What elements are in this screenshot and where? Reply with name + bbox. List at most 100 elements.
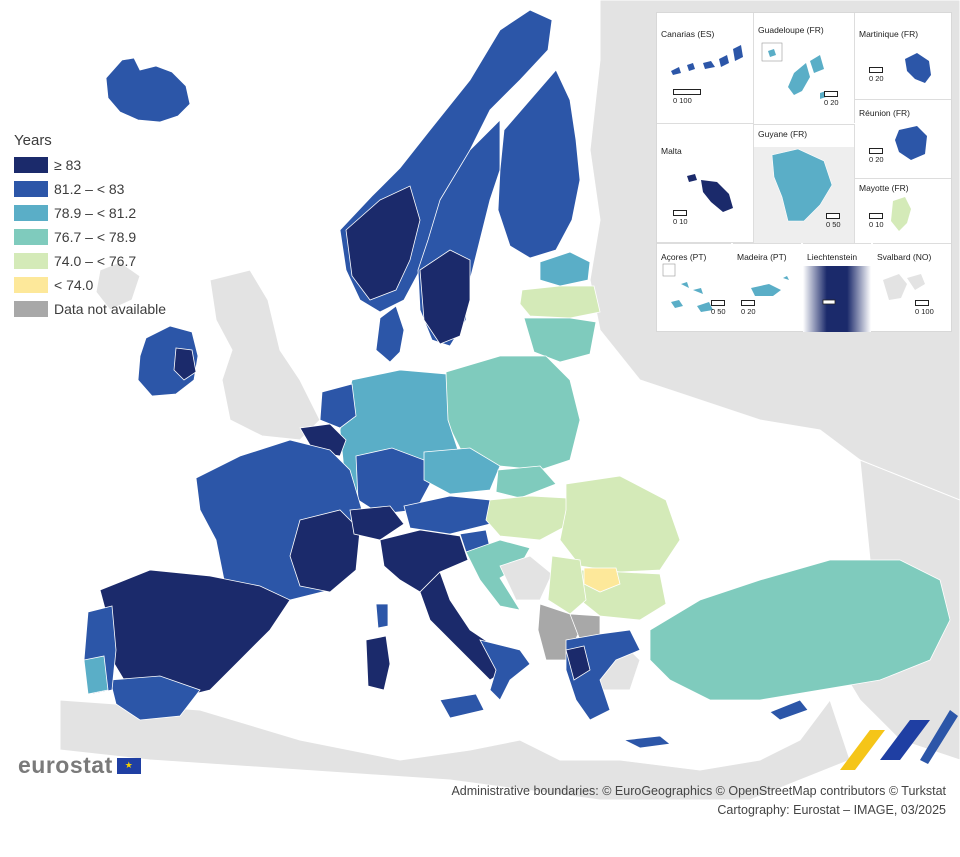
inset-mayotte: Mayotte (FR) 0 10 bbox=[855, 179, 951, 242]
scale-label: 0 10 bbox=[673, 217, 688, 226]
region-crete[interactable] bbox=[622, 735, 671, 749]
scale-bar: 0 100 bbox=[673, 89, 701, 105]
inset-reunion: Réunion (FR) 0 20 bbox=[855, 100, 951, 179]
scale-bar: 0 10 bbox=[869, 213, 884, 229]
inset-panel: Canarias (ES) 0 100 Guadeloupe (FR) 0 20… bbox=[656, 12, 952, 332]
inset-map bbox=[687, 174, 733, 212]
region-germany-south[interactable] bbox=[355, 447, 431, 515]
region-spain-south[interactable] bbox=[109, 675, 201, 721]
region-latvia[interactable] bbox=[519, 285, 601, 319]
region-italy-south[interactable] bbox=[479, 639, 531, 701]
region-lithuania[interactable] bbox=[523, 317, 597, 363]
scale-label: 0 100 bbox=[673, 96, 692, 105]
region-hungary[interactable] bbox=[485, 495, 571, 541]
inset-title: Açores (PT) bbox=[661, 252, 707, 262]
region-bulgaria-nw[interactable] bbox=[583, 567, 621, 593]
region-norway-south[interactable] bbox=[345, 185, 421, 301]
legend-item: 76.7 – < 78.9 bbox=[14, 225, 166, 249]
inset-martinique: Martinique (FR) 0 20 bbox=[855, 13, 951, 100]
eurostat-logo: eurostat ★ bbox=[18, 752, 141, 779]
region-ireland-east[interactable] bbox=[173, 347, 197, 381]
legend-label: 74.0 – < 76.7 bbox=[54, 253, 137, 269]
region-poland[interactable] bbox=[445, 355, 581, 471]
legend-swatch bbox=[14, 229, 48, 245]
inset-canarias: Canarias (ES) 0 100 bbox=[657, 13, 754, 124]
inset-map bbox=[803, 266, 871, 332]
region-portugal-south[interactable] bbox=[83, 655, 109, 695]
inset-title: Guadeloupe (FR) bbox=[758, 25, 824, 35]
legend: Years ≥ 83 81.2 – < 83 78.9 – < 81.2 76.… bbox=[14, 132, 166, 321]
inset-title: Martinique (FR) bbox=[859, 29, 919, 39]
legend-swatch bbox=[14, 277, 48, 293]
legend-item: Data not available bbox=[14, 297, 166, 321]
inset-map bbox=[751, 276, 789, 296]
region-iceland[interactable] bbox=[105, 57, 191, 123]
scale-bar: 0 20 bbox=[824, 91, 839, 107]
region-denmark[interactable] bbox=[375, 305, 405, 363]
region-bosnia[interactable] bbox=[499, 555, 553, 601]
scale-label: 0 10 bbox=[869, 220, 884, 229]
inset-title: Mayotte (FR) bbox=[859, 183, 909, 193]
region-serbia[interactable] bbox=[547, 555, 587, 615]
inset-map bbox=[671, 45, 743, 75]
legend-item: ≥ 83 bbox=[14, 153, 166, 177]
region-czechia[interactable] bbox=[423, 447, 501, 495]
inset-map bbox=[883, 274, 925, 300]
inset-map bbox=[905, 53, 931, 83]
inset-guyane: Guyane (FR) 0 50 bbox=[754, 124, 855, 243]
legend-item: < 74.0 bbox=[14, 273, 166, 297]
legend-swatch bbox=[14, 181, 48, 197]
scale-bar: 0 50 bbox=[826, 213, 841, 229]
region-netherlands[interactable] bbox=[319, 383, 357, 429]
scale-label: 0 20 bbox=[869, 74, 884, 83]
region-sweden-south[interactable] bbox=[419, 249, 471, 345]
legend-label: < 74.0 bbox=[54, 277, 94, 293]
eu-flag-icon: ★ bbox=[116, 757, 141, 774]
region-slovakia[interactable] bbox=[495, 465, 557, 499]
inset-title: Liechtenstein bbox=[807, 252, 858, 262]
legend-swatch bbox=[14, 157, 48, 173]
region-croatia[interactable] bbox=[465, 539, 531, 611]
inset-madeira: Madeira (PT) 0 20 bbox=[733, 243, 801, 332]
region-switzerland[interactable] bbox=[349, 505, 405, 541]
scale-label: 0 20 bbox=[869, 155, 884, 164]
region-france-south[interactable] bbox=[289, 509, 361, 593]
legend-swatch bbox=[14, 205, 48, 221]
region-sicily[interactable] bbox=[439, 693, 485, 719]
scale-bar: 0 10 bbox=[673, 210, 688, 226]
scale-bar: 0 20 bbox=[741, 300, 756, 316]
legend-label: 81.2 – < 83 bbox=[54, 181, 125, 197]
scale-label: 0 20 bbox=[741, 307, 756, 316]
region-cyprus[interactable] bbox=[769, 699, 809, 721]
scale-label: 0 100 bbox=[915, 307, 934, 316]
legend-item: 74.0 – < 76.7 bbox=[14, 249, 166, 273]
inset-malta: Malta 0 10 bbox=[657, 124, 754, 243]
region-finland[interactable] bbox=[497, 69, 581, 259]
credits: Administrative boundaries: © EuroGeograp… bbox=[451, 782, 946, 820]
legend-swatch bbox=[14, 253, 48, 269]
region-sardinia[interactable] bbox=[365, 635, 391, 691]
inset-title: Canarias (ES) bbox=[661, 29, 715, 39]
inset-title: Guyane (FR) bbox=[758, 129, 808, 139]
inset-map bbox=[662, 263, 713, 312]
inset-map bbox=[761, 42, 826, 99]
legend-label: ≥ 83 bbox=[54, 157, 82, 173]
legend-label: 76.7 – < 78.9 bbox=[54, 229, 137, 245]
region-corsica[interactable] bbox=[375, 603, 389, 629]
region-italy-north[interactable] bbox=[379, 529, 469, 593]
legend-item: 78.9 – < 81.2 bbox=[14, 201, 166, 225]
legend-label: 78.9 – < 81.2 bbox=[54, 205, 137, 221]
inset-guadeloupe: Guadeloupe (FR) 0 20 bbox=[754, 13, 855, 123]
legend-label: Data not available bbox=[54, 301, 167, 317]
scale-bar: 0 100 bbox=[915, 300, 934, 316]
region-turkey[interactable] bbox=[649, 559, 951, 701]
legend-swatch bbox=[14, 301, 48, 317]
region-estonia[interactable] bbox=[539, 251, 591, 287]
region-romania[interactable] bbox=[559, 475, 681, 573]
scale-bar: 0 20 bbox=[869, 67, 884, 83]
ribbon-logo-icon bbox=[840, 710, 958, 770]
region-greece-north[interactable] bbox=[565, 645, 591, 681]
scale-label: 0 50 bbox=[826, 220, 841, 229]
scale-label: 0 20 bbox=[824, 98, 839, 107]
